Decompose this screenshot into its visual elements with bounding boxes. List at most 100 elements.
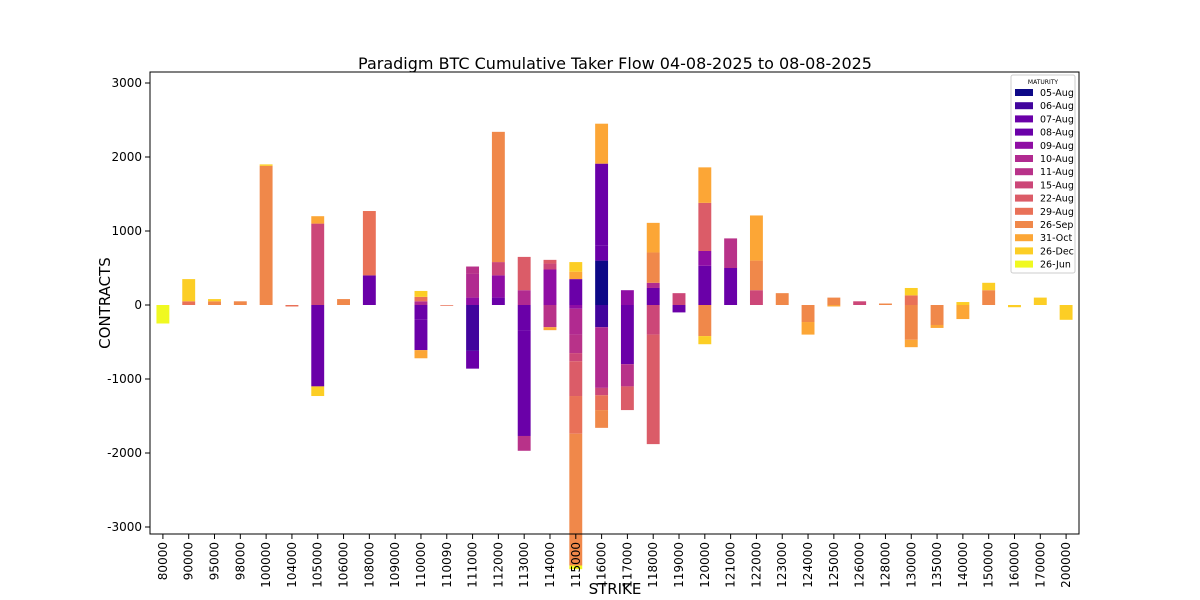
bar-120000-08-Aug: [698, 265, 712, 305]
bar-120000-22-Aug: [698, 202, 712, 251]
bar-125000-26-Sep: [827, 297, 841, 305]
legend-swatch-07-Aug: [1015, 115, 1033, 123]
y-axis-label: CONTRACTS: [96, 257, 114, 349]
y-tick-label: -2000: [107, 446, 142, 460]
legend-label-05-Aug: 05-Aug: [1040, 88, 1074, 99]
legend-swatch-22-Aug: [1015, 194, 1033, 202]
x-tick-label: 118000: [646, 542, 660, 588]
bar-122000-31-Oct: [749, 215, 763, 261]
bar-117000-08-Aug: [620, 305, 634, 365]
bar-112000-07-Aug: [491, 297, 505, 305]
y-tick-label: 1000: [111, 224, 142, 238]
bar-116000-15-Aug: [595, 387, 609, 396]
bar-104000-29-Aug: [285, 305, 299, 307]
legend-swatch-26-Sep: [1015, 221, 1033, 228]
bar-112000-26-Sep: [491, 131, 505, 263]
x-tick-label: 110090: [440, 542, 454, 588]
legend-label-09-Aug: 09-Aug: [1040, 141, 1074, 152]
x-tick-label: 110000: [414, 542, 428, 588]
x-tick-label: 113000: [517, 542, 531, 588]
x-tick-label: 115000: [569, 542, 583, 588]
bar-122000-26-Sep: [749, 260, 763, 291]
x-tick-label: 120000: [698, 542, 712, 588]
bar-121000-11-Aug: [724, 238, 738, 268]
bar-140000-26-Dec: [956, 302, 970, 305]
bar-118000-07-Aug: [646, 287, 660, 305]
bar-115000-29-Aug: [569, 396, 583, 434]
legend-swatch-09-Aug: [1015, 141, 1033, 149]
bar-111000-09-Aug: [466, 297, 480, 305]
bar-111000-11-Aug: [466, 266, 480, 274]
bar-105000-08-Aug: [311, 305, 325, 387]
legend-label-08-Aug: 08-Aug: [1040, 128, 1074, 139]
y-tick-label: -1000: [107, 372, 142, 386]
x-tick-label: 109000: [388, 542, 402, 588]
bar-150000-26-Dec: [982, 282, 996, 291]
bar-115000-10-Aug: [569, 308, 583, 335]
bar-112000-09-Aug: [491, 275, 505, 298]
bar-116000-10-Aug: [595, 327, 609, 388]
bar-124000-31-Oct: [801, 322, 815, 335]
x-tick-label: 100000: [259, 542, 273, 588]
bar-115000-11-Aug: [569, 334, 583, 354]
x-tick-label: 112000: [491, 542, 505, 588]
x-tick-label: 122000: [749, 542, 763, 588]
bar-98000-26-Sep: [233, 301, 247, 305]
bar-116000-08-Aug: [595, 163, 609, 246]
legend-swatch-15-Aug: [1015, 181, 1033, 189]
bar-110090-29-Aug: [440, 305, 454, 306]
bar-111000-06-Aug: [466, 305, 480, 351]
bar-118000-10-Aug: [646, 282, 660, 288]
bar-113000-22-Aug: [517, 256, 531, 291]
bar-118000-26-Sep: [646, 252, 660, 283]
bar-116000-06-Aug: [595, 305, 609, 328]
bar-130000-26-Sep: [904, 305, 918, 340]
legend-title: MATURITY: [1028, 79, 1058, 86]
legend-label-29-Aug: 29-Aug: [1040, 207, 1074, 218]
y-tick-label: 3000: [111, 76, 142, 90]
x-tick-label: 116000: [595, 542, 609, 588]
x-tick-label: 135000: [930, 542, 944, 588]
bar-117000-11-Aug: [620, 364, 634, 387]
y-tick-label: 2000: [111, 150, 142, 164]
bar-106000-26-Sep: [337, 299, 350, 305]
bar-110000-26-Dec: [414, 290, 428, 297]
bar-135000-31-Oct: [930, 324, 944, 328]
bar-108000-08-Aug: [362, 275, 376, 305]
bar-100000-26-Dec: [259, 164, 273, 166]
legend-label-10-Aug: 10-Aug: [1040, 154, 1074, 165]
x-tick-label: 200000: [1059, 542, 1073, 588]
bar-130000-29-Aug: [904, 295, 918, 305]
x-tick-label: 125000: [827, 542, 841, 588]
bar-111000-07-Aug: [466, 350, 480, 369]
bar-113000-07-Aug: [517, 305, 531, 331]
legend-label-07-Aug: 07-Aug: [1040, 114, 1074, 125]
bar-95000-26-Sep: [208, 301, 221, 305]
x-tick-label: 108000: [362, 542, 376, 588]
x-tick-label: 90000: [182, 542, 196, 580]
bar-116000-29-Aug: [595, 395, 609, 411]
x-tick-label: 150000: [982, 542, 996, 588]
bar-126000-15-Aug: [853, 301, 867, 305]
bar-170000-26-Dec: [1033, 297, 1047, 305]
x-tick-label: 95000: [208, 542, 222, 580]
x-axis-label: STRIKE: [589, 580, 642, 598]
bar-118000-15-Aug: [646, 305, 660, 335]
bar-116000-26-Sep: [595, 410, 609, 428]
x-tick-label: 160000: [1007, 542, 1021, 588]
bar-100000-26-Sep: [259, 165, 273, 305]
bar-115000-15-Aug: [569, 353, 583, 362]
bar-115000-31-Oct: [569, 271, 583, 280]
x-axis: 80000 90000 95000 98000 100000 104000 105000 10…: [156, 534, 1073, 588]
bar-80000-26-Jun: [156, 305, 170, 324]
bar-140000-31-Oct: [956, 305, 970, 320]
bar-117000-22-Aug: [620, 386, 634, 411]
legend-label-22-Aug: 22-Aug: [1040, 194, 1074, 205]
bar-114000-09-Aug: [543, 269, 557, 305]
bar-105000-26-Dec: [311, 386, 325, 397]
x-tick-label: 98000: [233, 542, 247, 580]
plot-frame: [149, 71, 1080, 535]
x-tick-label: 128000: [878, 542, 892, 588]
x-tick-label: 119000: [672, 542, 686, 588]
bar-120000-26-Sep: [698, 305, 712, 337]
